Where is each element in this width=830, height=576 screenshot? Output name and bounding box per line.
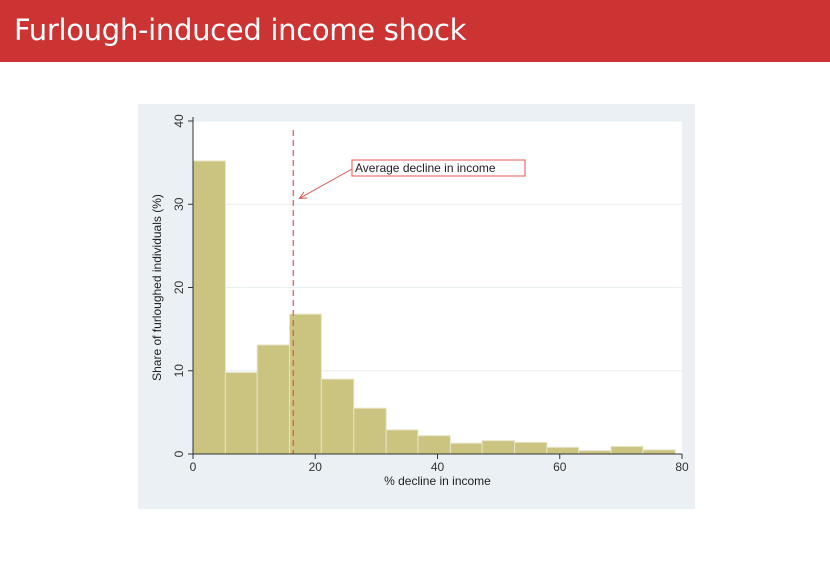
y-tick-label: 40 xyxy=(172,114,186,128)
histogram-bar xyxy=(642,449,676,455)
annotation-arrow-line xyxy=(299,168,353,199)
x-axis-label: % decline in income xyxy=(384,474,491,488)
x-tick-label: 40 xyxy=(431,460,445,474)
histogram-bar xyxy=(289,313,322,455)
annotation-text: Average decline in income xyxy=(355,161,496,175)
histogram-bar xyxy=(320,378,355,455)
x-tick-label: 60 xyxy=(553,460,567,474)
axes: 0 20 40 60 80 0 10 20 30 40 xyxy=(172,114,689,474)
histogram-bar xyxy=(449,442,483,455)
y-tick-label: 30 xyxy=(172,197,186,211)
y-tick-label: 0 xyxy=(172,450,186,457)
y-tick-label: 20 xyxy=(172,281,186,295)
histogram-bar xyxy=(192,160,226,455)
x-tick-label: 80 xyxy=(675,460,689,474)
x-tick-label: 20 xyxy=(309,460,323,474)
histogram-bar xyxy=(353,407,387,455)
histogram-bars xyxy=(192,160,676,455)
histogram-bar xyxy=(610,446,644,455)
histogram-chart: 0 20 40 60 80 0 10 20 30 40 Average decline in in… xyxy=(150,114,689,488)
chart-panel: 0 20 40 60 80 0 10 20 30 40 Average decline in in… xyxy=(138,104,695,509)
histogram-bar xyxy=(417,435,451,455)
histogram-bar xyxy=(514,441,548,455)
histogram-bar xyxy=(385,429,419,455)
annotation-group: Average decline in income xyxy=(298,159,526,199)
histogram-bar xyxy=(224,371,258,455)
y-tick-label: 10 xyxy=(172,364,186,378)
slide-title: Furlough-induced income shock xyxy=(14,13,467,47)
annotation-box xyxy=(351,159,526,177)
annotation-arrow-head xyxy=(298,191,308,199)
x-tick-label: 0 xyxy=(190,460,197,474)
histogram-bar xyxy=(256,344,291,455)
histogram-bar xyxy=(481,440,516,455)
histogram-bar xyxy=(546,446,580,455)
y-axis-label: Share of furloughed individuals (%) xyxy=(150,194,164,381)
title-bar: Furlough-induced income shock xyxy=(0,0,830,62)
